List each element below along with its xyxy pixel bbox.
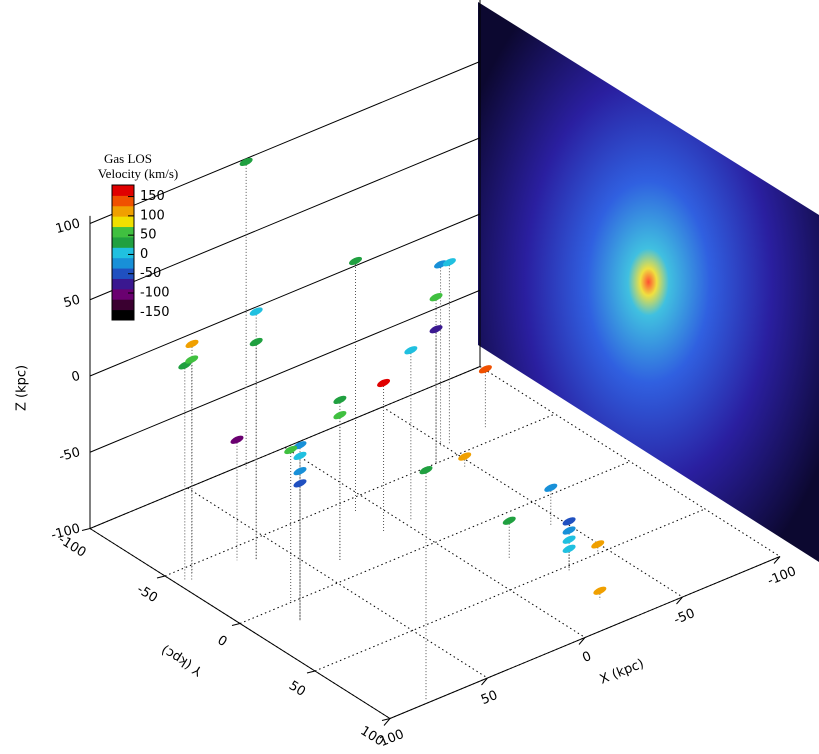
colorbar-tick-label: 150: [140, 189, 165, 204]
colorbar-frame: [111, 184, 135, 321]
colorbar-segment: [112, 216, 134, 228]
gas-point: [478, 365, 492, 374]
colorbar-tick-label: -100: [140, 286, 170, 301]
gas-point: [429, 293, 443, 302]
gas-point: [293, 467, 307, 476]
colorbar-segment: [112, 299, 134, 311]
colorbar-segment: [112, 288, 134, 300]
gas-point: [429, 325, 443, 334]
z-level-line: [89, 366, 481, 529]
colorbar-segment: [112, 185, 134, 196]
colorbar-segment: [112, 268, 134, 279]
y-tick-label: 0: [215, 633, 230, 650]
x-tick: [773, 556, 781, 564]
colorbar-segment: [112, 205, 134, 217]
colorbar-segment: [112, 257, 134, 269]
colorbar-tick-label: 50: [140, 228, 157, 243]
gas-point: [377, 378, 391, 388]
y-tick-label: -50: [134, 582, 160, 606]
gas-point: [249, 337, 263, 347]
gas-point: [333, 395, 347, 404]
gas-point: [458, 452, 472, 461]
gas-point: [230, 435, 244, 444]
z-tick-label: 100: [54, 216, 82, 237]
floor-grid-line: [382, 406, 683, 598]
y-tick: [381, 718, 391, 721]
gas-point: [239, 157, 253, 167]
x-tick-label: -50: [672, 606, 697, 628]
z-tick-label: -50: [58, 445, 82, 465]
projection-image: [478, 2, 819, 562]
gas-point: [185, 355, 199, 364]
gas-point: [293, 479, 307, 488]
colorbar-segment: [112, 278, 134, 290]
z-axis-title: Z (kpc): [15, 365, 30, 411]
gas-point: [333, 410, 347, 420]
gas-point: [562, 526, 576, 535]
floor-grid-line: [187, 487, 488, 679]
z-level-line: [89, 289, 481, 453]
y-tick: [156, 575, 166, 579]
floor-grid-line: [479, 366, 781, 557]
y-tick-label: 50: [286, 678, 308, 699]
colorbar-segment: [112, 226, 134, 238]
gas-point: [404, 346, 418, 355]
y-tick: [306, 670, 316, 674]
gas-point: [185, 339, 199, 349]
y-axis-title: Y (kpc): [159, 642, 206, 679]
z-tick-label: 0: [70, 369, 82, 386]
gas-point: [442, 258, 456, 267]
colorbar-segment: [112, 247, 134, 259]
colorbar-tick-label: 0: [140, 247, 148, 262]
y-tick: [231, 623, 241, 626]
gas-point: [544, 483, 558, 492]
z-level-line: [89, 61, 481, 224]
colorbar-segment: [112, 195, 134, 207]
x-tick-label: 50: [479, 688, 500, 708]
gas-point: [349, 256, 362, 266]
floor-grid-line: [314, 508, 706, 672]
gas-point: [562, 517, 576, 526]
gas-point: [591, 540, 605, 549]
colorbar-tick-label: -150: [140, 305, 170, 320]
colorbar-segment: [112, 236, 134, 248]
colorbar-title: Velocity (km/s): [98, 166, 179, 181]
x-axis-title: X (kpc): [598, 656, 646, 687]
z-tick-label: 50: [62, 293, 82, 312]
x-tick: [676, 596, 683, 605]
gas-point: [284, 445, 298, 455]
z-level-line: [89, 137, 481, 301]
x-tick-label: -100: [766, 564, 799, 589]
y-tick: [81, 528, 91, 531]
gas-point: [562, 535, 576, 544]
gas-point: [593, 586, 607, 595]
z-tick-label: -100: [50, 521, 82, 543]
floor-grid-line: [164, 413, 556, 577]
colorbar-title: Gas LOS: [104, 151, 152, 166]
colorbar-segment: [112, 309, 134, 321]
floor-grid-line: [239, 461, 631, 624]
gas-point: [562, 544, 576, 553]
floor-grid-line: [284, 447, 586, 638]
gas-point: [249, 307, 263, 316]
x-tick: [578, 637, 586, 645]
colorbar-tick-label: -50: [140, 266, 161, 281]
gas-point: [293, 451, 307, 461]
colorbar-tick-label: 100: [140, 208, 165, 223]
x-tick: [383, 718, 391, 726]
gas-point: [434, 260, 448, 269]
gas-point: [502, 516, 516, 525]
y-tick-label: -100: [56, 532, 89, 560]
z-level-line: [89, 213, 481, 377]
x-tick: [481, 677, 488, 686]
gas-point: [419, 465, 433, 475]
x-tick-label: 0: [580, 649, 593, 666]
